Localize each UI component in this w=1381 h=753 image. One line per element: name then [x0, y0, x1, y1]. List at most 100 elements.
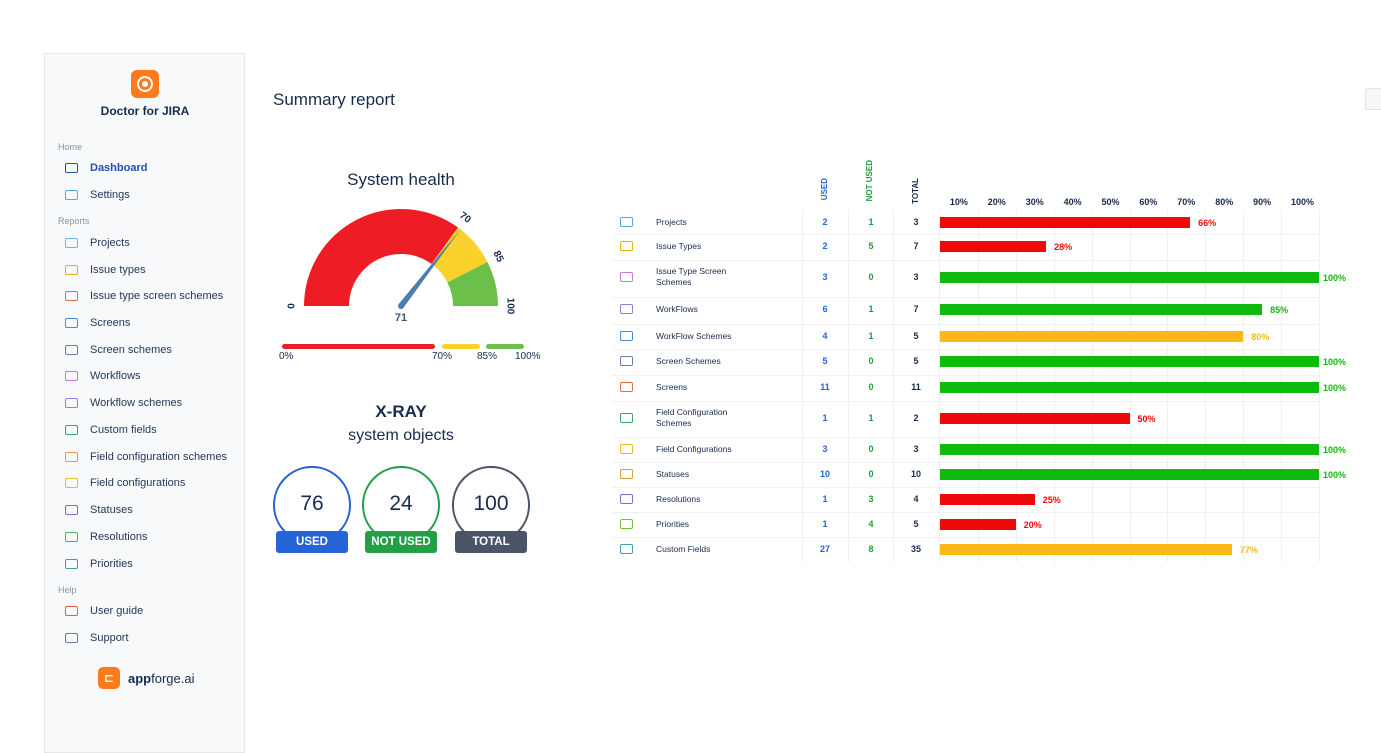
- bar-statuses: [940, 469, 1319, 480]
- bar-workflow-schemes: [940, 331, 1244, 342]
- total-badge: TOTAL: [455, 531, 527, 553]
- xray-title: X-RAY: [375, 402, 427, 421]
- cell-total-issue-type-screen-schemes[interactable]: 3: [913, 272, 919, 282]
- sidebar-item-label: Workflows: [90, 370, 141, 382]
- percent-tick-20: 20%: [987, 197, 1006, 207]
- percent-tick-80: 80%: [1215, 197, 1234, 207]
- row-name-issue-type-screen-schemes: Issue Type Screen Schemes: [656, 266, 727, 287]
- column-header-total: TOTAL: [911, 178, 920, 204]
- cell-total-priorities[interactable]: 5: [913, 519, 919, 529]
- screens-icon: [65, 318, 78, 328]
- cell-total-projects[interactable]: 3: [913, 217, 919, 227]
- cell-not-used-resolutions[interactable]: 3: [868, 494, 874, 504]
- percent-tick-60: 60%: [1139, 197, 1158, 207]
- cell-total-statuses[interactable]: 10: [910, 469, 921, 479]
- appforge-brand[interactable]: ⊏ appforge.ai: [98, 667, 195, 689]
- brand-text: appforge.ai: [128, 670, 195, 686]
- cell-total-workflows[interactable]: 7: [913, 304, 919, 314]
- cell-not-used-workflows[interactable]: 1: [868, 304, 874, 314]
- sidebar-item-field-configurations[interactable]: Field configurations: [65, 473, 185, 493]
- cell-used-resolutions[interactable]: 1: [822, 494, 828, 504]
- percent-tick-10: 10%: [949, 197, 968, 207]
- gauge-red-zone: [304, 209, 459, 306]
- cell-total-screen-schemes[interactable]: 5: [913, 356, 919, 366]
- bar-label-custom-fields: 77%: [1239, 545, 1258, 555]
- legend-red-bar: [282, 344, 435, 349]
- sidebar-item-issue-types[interactable]: Issue types: [65, 260, 146, 280]
- sidebar-item-label: Issue types: [90, 264, 146, 276]
- cell-not-used-screens[interactable]: 0: [868, 382, 874, 392]
- cell-used-custom-fields[interactable]: 27: [819, 544, 830, 554]
- cell-total-issue-types[interactable]: 7: [913, 241, 919, 251]
- table-column-divider: [893, 210, 894, 562]
- cell-used-issue-type-screen-schemes[interactable]: 3: [822, 272, 828, 282]
- percent-tick-40: 40%: [1063, 197, 1082, 207]
- custom-fields-icon: [620, 544, 633, 554]
- sidebar-item-settings[interactable]: Settings: [65, 185, 130, 205]
- cell-not-used-workflow-schemes[interactable]: 1: [868, 331, 874, 341]
- sidebar-item-dashboard[interactable]: Dashboard: [65, 158, 147, 178]
- bar-label-screen-schemes: 100%: [1323, 357, 1347, 367]
- row-name-workflows: WorkFlows: [656, 304, 698, 314]
- cell-used-projects[interactable]: 2: [822, 217, 828, 227]
- support-icon: [65, 633, 78, 643]
- row-name-issue-types: Issue Types: [656, 241, 702, 251]
- corner-button[interactable]: [1365, 88, 1381, 110]
- gauge-green-zone: [447, 261, 498, 306]
- used-count: 76: [300, 492, 324, 515]
- cell-used-workflows[interactable]: 6: [822, 304, 828, 314]
- cell-used-field-configuration-schemes[interactable]: 1: [822, 413, 828, 423]
- sidebar-item-user-guide[interactable]: User guide: [65, 601, 143, 621]
- gauge-needle-hub: [398, 303, 404, 309]
- sidebar-item-projects[interactable]: Projects: [65, 233, 130, 253]
- cell-used-field-configurations[interactable]: 3: [822, 444, 828, 454]
- cell-not-used-issue-type-screen-schemes[interactable]: 0: [868, 272, 874, 282]
- sidebar-item-workflow-schemes[interactable]: Workflow schemes: [65, 393, 182, 413]
- system-health-title: System health: [347, 170, 455, 189]
- cell-total-field-configuration-schemes[interactable]: 2: [913, 413, 919, 423]
- cell-total-workflow-schemes[interactable]: 5: [913, 331, 919, 341]
- not-used-counter: 24 NOT USED: [362, 466, 440, 553]
- sidebar-item-field-configuration-schemes[interactable]: Field configuration schemes: [65, 447, 227, 467]
- cell-used-screens[interactable]: 11: [820, 382, 830, 392]
- sidebar-item-screen-schemes[interactable]: Screen schemes: [65, 340, 172, 360]
- gauge-tick-85: 85: [491, 249, 506, 264]
- cell-total-custom-fields[interactable]: 35: [910, 544, 921, 554]
- row-name-workflow-schemes: WorkFlow Schemes: [656, 331, 732, 341]
- cell-used-priorities[interactable]: 1: [822, 519, 828, 529]
- cell-not-used-custom-fields[interactable]: 8: [868, 544, 874, 554]
- cell-not-used-projects[interactable]: 1: [868, 217, 874, 227]
- sidebar-item-support[interactable]: Support: [65, 628, 129, 648]
- cell-not-used-statuses[interactable]: 0: [868, 469, 874, 479]
- percent-tick-90: 90%: [1253, 197, 1272, 207]
- cell-used-statuses[interactable]: 10: [819, 469, 830, 479]
- cell-not-used-issue-types[interactable]: 5: [868, 241, 874, 251]
- cell-not-used-field-configurations[interactable]: 0: [868, 444, 874, 454]
- appforge-logo-icon: ⊏: [98, 667, 120, 689]
- cell-total-screens[interactable]: 11: [911, 382, 921, 392]
- table-column-divider: [802, 210, 803, 562]
- section-home: Home: [58, 142, 83, 152]
- sidebar-item-label: Settings: [90, 189, 130, 201]
- gauge-needle: [398, 227, 462, 308]
- cell-used-screen-schemes[interactable]: 5: [822, 356, 828, 366]
- cell-used-issue-types[interactable]: 2: [822, 241, 828, 251]
- table-row-divider: [612, 462, 1319, 463]
- sidebar-item-resolutions[interactable]: Resolutions: [65, 527, 147, 547]
- sidebar-item-issue-type-screen-schemes[interactable]: Issue type screen schemes: [65, 286, 223, 306]
- sidebar-item-custom-fields[interactable]: Custom fields: [65, 420, 157, 440]
- sidebar-item-workflows[interactable]: Workflows: [65, 366, 141, 386]
- cell-total-resolutions[interactable]: 4: [913, 494, 919, 504]
- sidebar-item-screens[interactable]: Screens: [65, 313, 130, 333]
- cell-total-field-configurations[interactable]: 3: [913, 444, 919, 454]
- cell-used-workflow-schemes[interactable]: 4: [822, 331, 828, 341]
- sidebar-item-label: Issue type screen schemes: [90, 290, 224, 302]
- sidebar-item-statuses[interactable]: Statuses: [65, 500, 133, 520]
- cell-not-used-screen-schemes[interactable]: 0: [868, 356, 874, 366]
- bar-label-workflows: 85%: [1270, 305, 1289, 315]
- bar-label-field-configurations: 100%: [1323, 445, 1347, 455]
- sidebar-item-priorities[interactable]: Priorities: [65, 554, 133, 574]
- cell-not-used-field-configuration-schemes[interactable]: 1: [868, 413, 874, 423]
- row-name-priorities: Priorities: [656, 519, 690, 529]
- cell-not-used-priorities[interactable]: 4: [868, 519, 874, 529]
